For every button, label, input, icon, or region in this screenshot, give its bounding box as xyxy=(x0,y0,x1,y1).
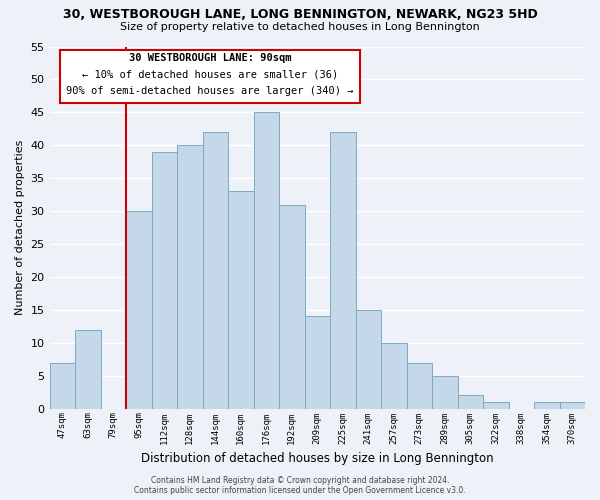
Text: ← 10% of detached houses are smaller (36): ← 10% of detached houses are smaller (36… xyxy=(82,70,338,80)
Bar xyxy=(279,204,305,408)
Bar xyxy=(228,192,254,408)
Bar xyxy=(560,402,585,408)
Bar xyxy=(126,211,152,408)
Bar xyxy=(152,152,177,408)
Text: Contains HM Land Registry data © Crown copyright and database right 2024.
Contai: Contains HM Land Registry data © Crown c… xyxy=(134,476,466,495)
Y-axis label: Number of detached properties: Number of detached properties xyxy=(15,140,25,316)
Bar xyxy=(50,362,75,408)
Bar xyxy=(534,402,560,408)
Bar xyxy=(75,330,101,408)
Bar xyxy=(330,132,356,408)
Text: Size of property relative to detached houses in Long Bennington: Size of property relative to detached ho… xyxy=(120,22,480,32)
Text: 90% of semi-detached houses are larger (340) →: 90% of semi-detached houses are larger (… xyxy=(67,86,354,96)
Text: 30 WESTBOROUGH LANE: 90sqm: 30 WESTBOROUGH LANE: 90sqm xyxy=(129,54,292,64)
Bar xyxy=(381,343,407,408)
Bar xyxy=(177,146,203,408)
Bar xyxy=(483,402,509,408)
Bar xyxy=(407,362,432,408)
X-axis label: Distribution of detached houses by size in Long Bennington: Distribution of detached houses by size … xyxy=(141,452,494,465)
Bar xyxy=(458,396,483,408)
Bar xyxy=(203,132,228,408)
Bar xyxy=(356,310,381,408)
Bar xyxy=(432,376,458,408)
Bar xyxy=(305,316,330,408)
Bar xyxy=(254,112,279,408)
Text: 30, WESTBOROUGH LANE, LONG BENNINGTON, NEWARK, NG23 5HD: 30, WESTBOROUGH LANE, LONG BENNINGTON, N… xyxy=(62,8,538,20)
FancyBboxPatch shape xyxy=(60,50,360,102)
